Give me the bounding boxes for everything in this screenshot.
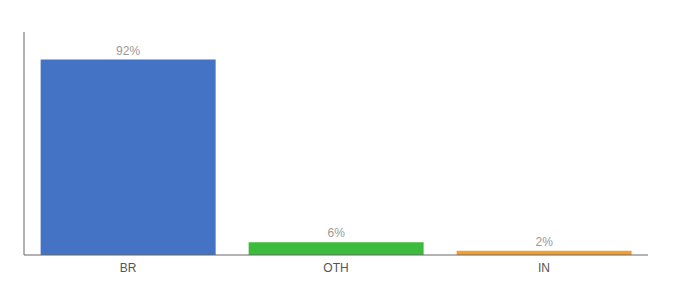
svg-text:92%: 92%: [116, 44, 140, 58]
svg-text:2%: 2%: [535, 235, 553, 249]
svg-text:BR: BR: [120, 261, 137, 275]
svg-text:IN: IN: [538, 261, 550, 275]
svg-text:6%: 6%: [327, 226, 345, 240]
svg-text:OTH: OTH: [323, 261, 348, 275]
